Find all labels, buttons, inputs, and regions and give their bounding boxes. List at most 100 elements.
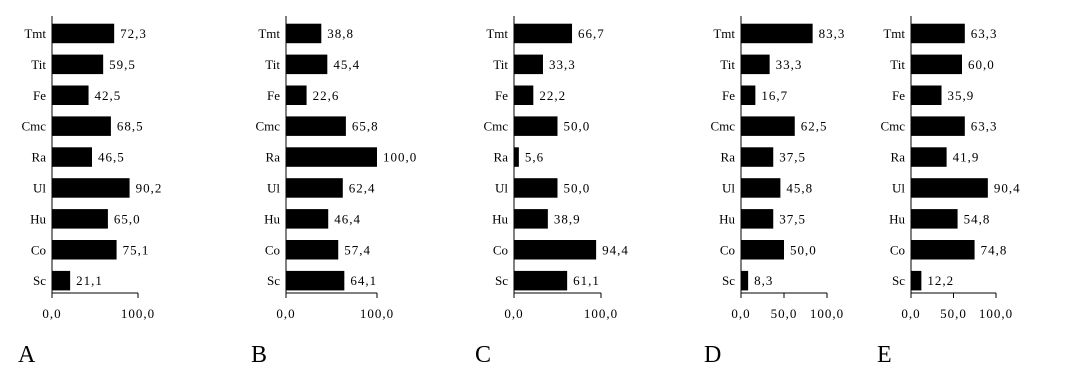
category-label-a-tit: Tit xyxy=(31,57,46,72)
category-label-a-hu: Hu xyxy=(30,211,46,226)
bar-d-sc xyxy=(741,270,749,291)
category-label-e-tit: Tit xyxy=(890,57,905,72)
category-label-d-ul: Ul xyxy=(722,180,735,195)
value-label-c-sc: 61,1 xyxy=(573,273,600,288)
bar-a-fe xyxy=(52,85,89,105)
bar-d-tmt xyxy=(741,23,813,44)
value-label-d-co: 50,0 xyxy=(790,242,817,257)
category-label-e-tmt: Tmt xyxy=(883,26,905,41)
category-label-d-hu: Hu xyxy=(719,211,735,226)
value-label-e-tmt: 63,3 xyxy=(971,26,998,41)
panel-label-e: E xyxy=(877,342,892,368)
value-label-e-fe: 35,9 xyxy=(948,88,975,103)
value-label-d-ul: 45,8 xyxy=(786,180,813,195)
category-label-b-cmc: Cmc xyxy=(255,119,280,134)
bar-b-ra xyxy=(286,147,377,167)
category-label-e-hu: Hu xyxy=(889,211,905,226)
category-label-d-sc: Sc xyxy=(722,273,735,288)
value-label-d-sc: 8,3 xyxy=(754,273,773,288)
x-tick-label-e-2: 100,0 xyxy=(979,306,1013,321)
value-label-d-tit: 33,3 xyxy=(776,57,803,72)
value-label-c-co: 94,4 xyxy=(602,242,629,257)
bar-d-ul xyxy=(741,178,781,198)
x-tick-label-c-1: 100,0 xyxy=(584,306,618,321)
bar-b-sc xyxy=(286,270,345,291)
bar-b-hu xyxy=(286,209,329,229)
category-label-b-hu: Hu xyxy=(264,211,280,226)
x-tick-label-d-1: 50,0 xyxy=(771,306,798,321)
bar-b-fe xyxy=(286,85,307,105)
bar-b-tmt xyxy=(286,23,322,44)
category-label-d-tit: Tit xyxy=(720,57,735,72)
category-label-c-ra: Ra xyxy=(494,150,509,165)
category-label-d-fe: Fe xyxy=(722,88,735,103)
category-label-d-cmc: Cmc xyxy=(710,119,735,134)
bar-b-co xyxy=(286,240,339,260)
bar-c-ra xyxy=(514,147,519,167)
x-tick-label-b-0: 0,0 xyxy=(276,306,295,321)
bar-c-sc xyxy=(514,270,568,291)
bar-a-cmc xyxy=(52,116,111,136)
bar-a-ul xyxy=(52,178,130,198)
value-label-c-tit: 33,3 xyxy=(549,57,576,72)
bar-e-cmc xyxy=(911,116,965,136)
x-tick-label-d-0: 0,0 xyxy=(731,306,750,321)
bar-e-ra xyxy=(911,147,947,167)
value-label-c-ra: 5,6 xyxy=(525,150,544,165)
value-label-d-ra: 37,5 xyxy=(779,150,806,165)
category-label-a-tmt: Tmt xyxy=(24,26,46,41)
value-label-c-fe: 22,2 xyxy=(539,88,566,103)
category-label-d-ra: Ra xyxy=(721,150,736,165)
bar-d-tit xyxy=(741,54,770,75)
value-label-e-tit: 60,0 xyxy=(968,57,995,72)
value-label-d-tmt: 83,3 xyxy=(819,26,846,41)
category-label-d-co: Co xyxy=(720,242,735,257)
bar-e-sc xyxy=(911,270,922,291)
category-label-d-tmt: Tmt xyxy=(713,26,735,41)
category-label-b-ra: Ra xyxy=(266,150,281,165)
value-label-e-hu: 54,8 xyxy=(964,211,991,226)
category-label-c-fe: Fe xyxy=(495,88,508,103)
bar-a-tit xyxy=(52,54,104,75)
category-label-e-cmc: Cmc xyxy=(880,119,905,134)
bar-c-cmc xyxy=(514,116,558,136)
bar-d-cmc xyxy=(741,116,795,136)
category-label-a-fe: Fe xyxy=(33,88,46,103)
value-label-e-sc: 12,2 xyxy=(927,273,954,288)
value-label-a-tit: 59,5 xyxy=(109,57,136,72)
value-label-c-hu: 38,9 xyxy=(554,211,581,226)
value-label-c-cmc: 50,0 xyxy=(564,119,591,134)
category-label-e-ul: Ul xyxy=(892,180,905,195)
category-label-b-tmt: Tmt xyxy=(258,26,280,41)
category-label-a-ra: Ra xyxy=(32,150,47,165)
value-label-c-ul: 50,0 xyxy=(564,180,591,195)
x-tick-label-a-0: 0,0 xyxy=(42,306,61,321)
bar-b-cmc xyxy=(286,116,346,136)
category-label-c-sc: Sc xyxy=(495,273,508,288)
category-label-b-co: Co xyxy=(265,242,280,257)
value-label-b-co: 57,4 xyxy=(344,242,371,257)
value-label-e-ra: 41,9 xyxy=(953,150,980,165)
category-label-c-co: Co xyxy=(493,242,508,257)
value-label-d-fe: 16,7 xyxy=(761,88,788,103)
value-label-b-fe: 22,6 xyxy=(313,88,340,103)
bar-a-ra xyxy=(52,147,92,167)
value-label-b-ra: 100,0 xyxy=(383,150,417,165)
bar-e-hu xyxy=(911,209,958,229)
bar-c-co xyxy=(514,240,597,260)
bar-e-tmt xyxy=(911,23,965,44)
category-label-b-fe: Fe xyxy=(267,88,280,103)
bar-d-ra xyxy=(741,147,774,167)
x-tick-label-e-0: 0,0 xyxy=(901,306,920,321)
value-label-a-ul: 90,2 xyxy=(136,180,163,195)
bar-e-co xyxy=(911,240,975,260)
value-label-a-ra: 46,5 xyxy=(98,150,125,165)
x-tick-label-a-1: 100,0 xyxy=(121,306,155,321)
bar-c-tmt xyxy=(514,23,573,44)
category-label-e-fe: Fe xyxy=(892,88,905,103)
category-label-a-ul: Ul xyxy=(33,180,46,195)
category-label-c-hu: Hu xyxy=(492,211,508,226)
x-tick-label-d-2: 100,0 xyxy=(810,306,844,321)
bar-d-co xyxy=(741,240,784,260)
